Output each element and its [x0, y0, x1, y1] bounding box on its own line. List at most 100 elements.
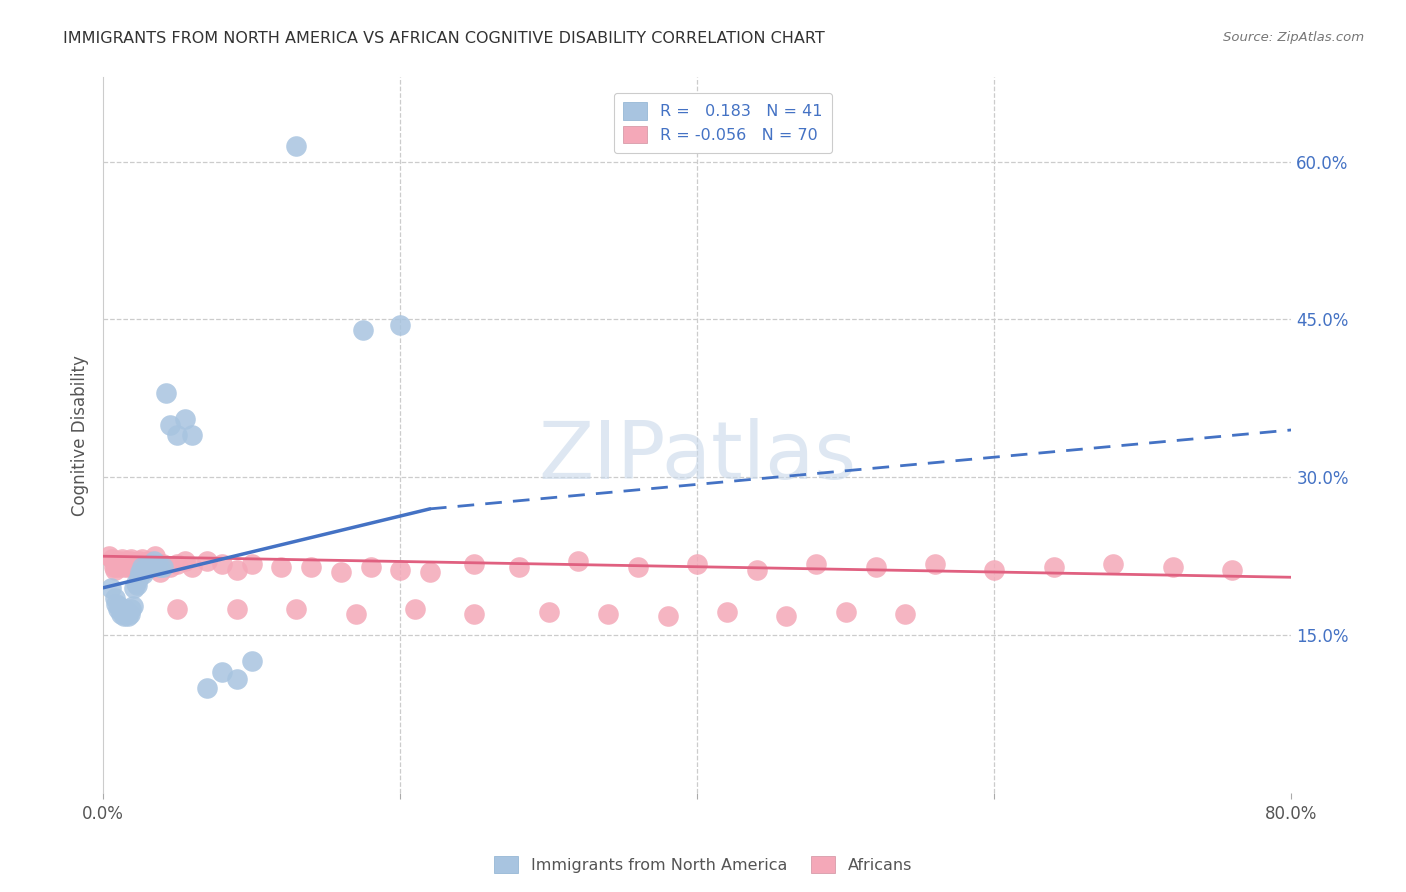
Point [135, 559, 157, 574]
Point [136, 554, 159, 568]
Point [166, 557, 188, 571]
Point [131, 559, 153, 574]
Point [983, 563, 1005, 577]
Point [115, 605, 138, 619]
Point [329, 565, 352, 579]
Point [114, 554, 136, 568]
Point [118, 554, 141, 568]
Point [865, 559, 887, 574]
Point [121, 599, 143, 613]
Point [148, 559, 170, 574]
Point [142, 554, 165, 568]
Point [360, 559, 382, 574]
Point [627, 559, 650, 574]
Point [112, 609, 135, 624]
Point [195, 554, 218, 568]
Point [132, 567, 155, 582]
Point [148, 565, 170, 579]
Point [103, 559, 125, 574]
Point [117, 609, 139, 624]
Point [173, 412, 195, 426]
Point [1042, 559, 1064, 574]
Point [352, 323, 374, 337]
Point [134, 563, 156, 577]
Point [598, 607, 620, 621]
Point [835, 605, 858, 619]
Point [389, 563, 412, 577]
Point [110, 557, 132, 571]
Point [299, 559, 322, 574]
Point [125, 575, 148, 590]
Point [166, 602, 188, 616]
Text: Source: ZipAtlas.com: Source: ZipAtlas.com [1223, 31, 1364, 45]
Point [124, 557, 146, 571]
Point [117, 559, 139, 574]
Point [114, 602, 136, 616]
Point [508, 559, 530, 574]
Point [389, 318, 412, 332]
Point [775, 609, 797, 624]
Point [112, 559, 135, 574]
Point [132, 559, 155, 574]
Point [1161, 559, 1184, 574]
Point [105, 557, 128, 571]
Point [118, 607, 141, 621]
Point [139, 557, 162, 571]
Point [139, 559, 162, 574]
Point [159, 417, 181, 432]
Point [115, 557, 138, 571]
Point [131, 552, 153, 566]
Y-axis label: Cognitive Disability: Cognitive Disability [72, 355, 89, 516]
Point [101, 552, 124, 566]
Point [129, 557, 152, 571]
Point [111, 552, 134, 566]
Point [98, 549, 121, 564]
Point [145, 557, 167, 571]
Point [804, 557, 827, 571]
Point [924, 557, 946, 571]
Point [134, 557, 156, 571]
Point [120, 552, 142, 566]
Point [716, 605, 738, 619]
Point [181, 559, 204, 574]
Point [121, 559, 143, 574]
Point [152, 559, 174, 574]
Point [107, 559, 129, 574]
Point [404, 602, 426, 616]
Point [225, 602, 247, 616]
Point [128, 570, 150, 584]
Point [107, 602, 129, 616]
Point [127, 577, 149, 591]
Point [285, 602, 308, 616]
Point [195, 681, 218, 695]
Point [686, 557, 709, 571]
Point [211, 665, 233, 679]
Point [110, 607, 132, 621]
Point [225, 563, 247, 577]
Legend: R =   0.183   N = 41, R = -0.056   N = 70: R = 0.183 N = 41, R = -0.056 N = 70 [613, 93, 832, 153]
Text: IMMIGRANTS FROM NORTH AMERICA VS AFRICAN COGNITIVE DISABILITY CORRELATION CHART: IMMIGRANTS FROM NORTH AMERICA VS AFRICAN… [63, 31, 825, 46]
Point [463, 557, 485, 571]
Point [537, 605, 560, 619]
Point [108, 599, 131, 613]
Point [270, 559, 292, 574]
Point [1220, 563, 1243, 577]
Point [240, 557, 263, 571]
Point [463, 607, 485, 621]
Point [225, 673, 247, 687]
Text: ZIPatlas: ZIPatlas [538, 417, 856, 496]
Point [159, 559, 181, 574]
Point [181, 428, 204, 442]
Point [745, 563, 768, 577]
Point [419, 565, 441, 579]
Point [100, 581, 122, 595]
Point [240, 655, 263, 669]
Point [127, 559, 149, 574]
Point [166, 428, 188, 442]
Point [136, 559, 159, 574]
Point [128, 554, 150, 568]
Point [344, 607, 367, 621]
Point [125, 563, 148, 577]
Point [173, 554, 195, 568]
Point [124, 581, 146, 595]
